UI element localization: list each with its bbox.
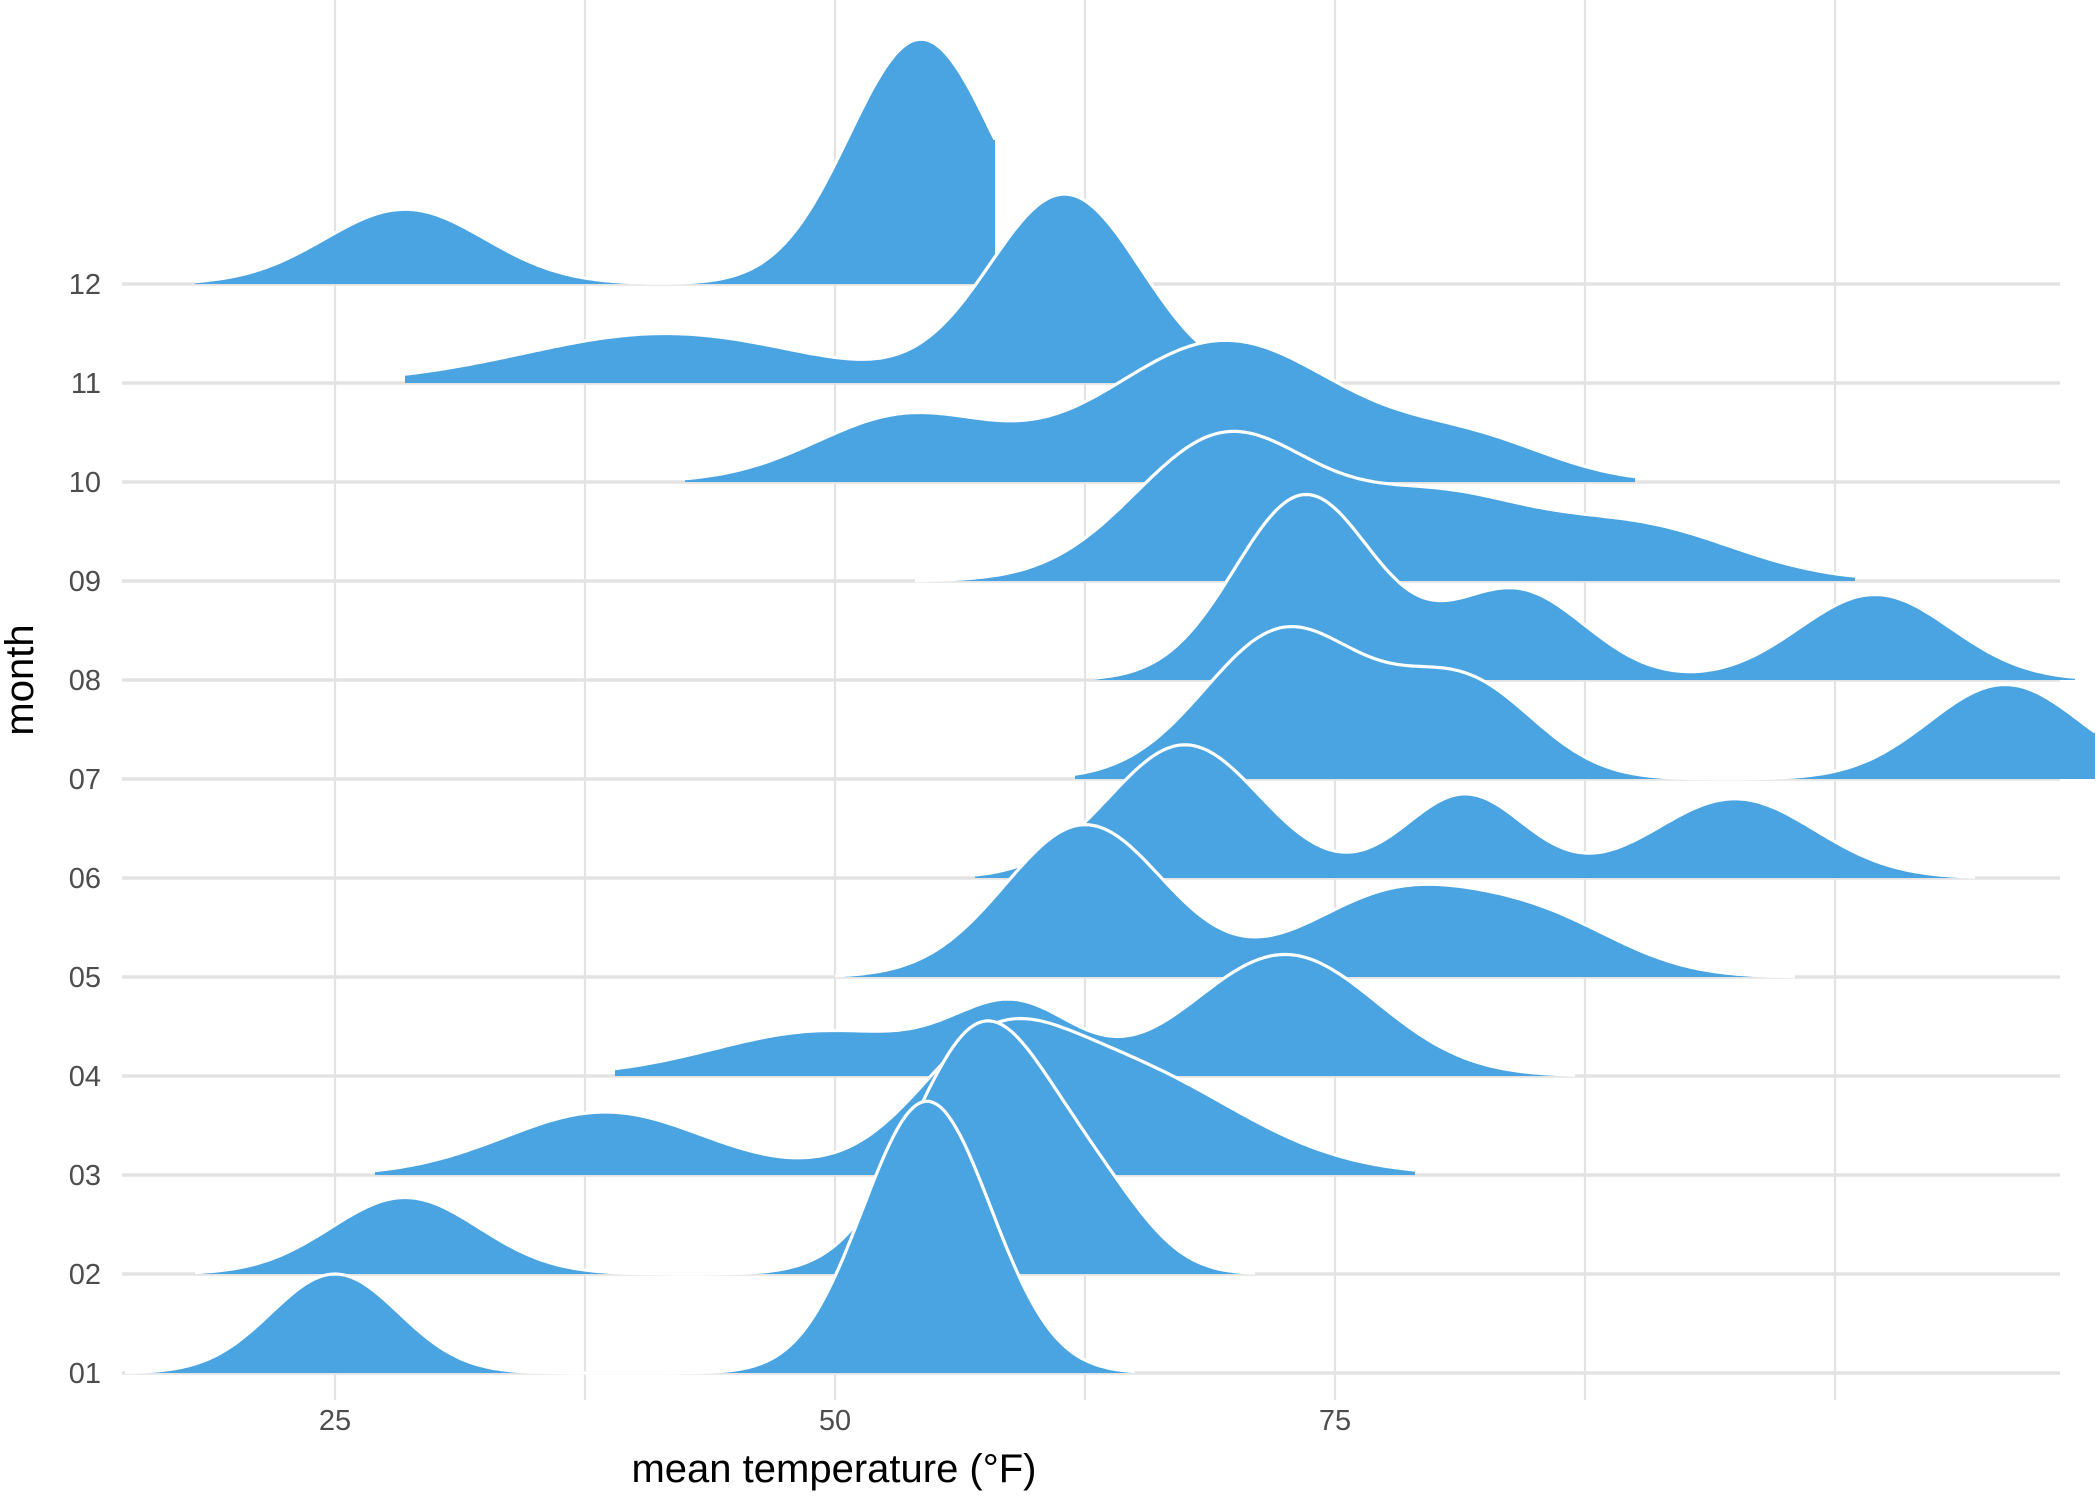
ridge-10 — [685, 340, 1635, 482]
ridge-outline-04 — [614, 952, 1576, 1077]
ridge-outline-05 — [834, 823, 1795, 979]
ridge-outline-03 — [374, 1016, 1416, 1173]
y-tick-label: 08 — [69, 665, 101, 697]
y-tick-label: 12 — [69, 269, 101, 301]
y-tick-label: 05 — [69, 962, 101, 994]
ridge-09 — [915, 431, 1855, 581]
ridge-layer — [124, 37, 2096, 1375]
ridge-outline-01 — [124, 1099, 1136, 1375]
ridge-12 — [195, 39, 995, 285]
ridge-outline-06 — [974, 743, 1976, 879]
y-tick-label: 06 — [69, 863, 101, 895]
ridge-outline-09 — [915, 429, 1856, 583]
ridge-06 — [975, 744, 1975, 878]
x-tick-label: 50 — [819, 1405, 851, 1437]
y-tick-label: 03 — [69, 1160, 101, 1192]
label-layer: 01 02 03 04 05 06 07 08 09 10 11 12 25 50 75 — [69, 269, 1351, 1437]
ridge-04 — [615, 954, 1575, 1076]
ridge-outline-11 — [404, 192, 1236, 376]
ridge-outline-10 — [684, 338, 1636, 481]
x-tick-label: 75 — [1319, 1405, 1351, 1437]
ridge-07 — [1075, 626, 2095, 779]
ridge-outline-08 — [1094, 492, 2076, 680]
x-axis-title: mean temperature (°F) — [631, 1447, 1036, 1491]
ridge-outline-07 — [1074, 625, 2096, 781]
y-tick-label: 10 — [69, 467, 101, 499]
y-tick-label: 11 — [71, 368, 101, 400]
ridge-05 — [835, 824, 1795, 977]
y-axis-title: month — [0, 624, 42, 735]
ridge-outline-02 — [194, 1019, 1256, 1276]
ridge-08 — [1095, 494, 2075, 680]
ridge-outline-12 — [194, 37, 997, 285]
x-tick-label: 25 — [319, 1405, 351, 1437]
y-tick-label: 01 — [69, 1358, 101, 1390]
y-tick-label: 07 — [69, 764, 101, 796]
ridge-11 — [405, 194, 1235, 383]
ridge-03 — [375, 1018, 1415, 1175]
y-tick-label: 02 — [69, 1259, 101, 1291]
y-tick-label: 04 — [69, 1061, 101, 1093]
ridge-01 — [125, 1101, 1135, 1373]
y-tick-label: 09 — [69, 566, 101, 598]
